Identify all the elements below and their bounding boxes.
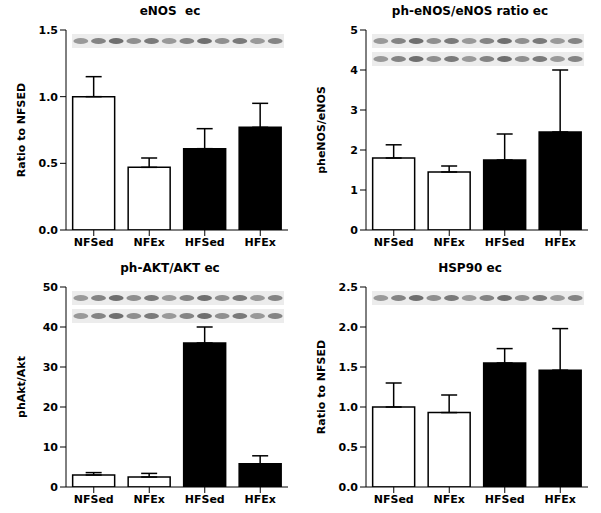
svg-text:NFEx: NFEx — [434, 492, 465, 505]
svg-text:10: 10 — [43, 440, 59, 453]
svg-text:phAkt/Akt: phAkt/Akt — [15, 356, 28, 418]
svg-text:pheNOS/eNOS: pheNOS/eNOS — [315, 86, 328, 174]
svg-text:*: * — [200, 306, 211, 330]
svg-text:HFSed: HFSed — [185, 236, 225, 249]
svg-text:HFEx: HFEx — [245, 236, 276, 249]
svg-text:HFEx: HFEx — [245, 492, 276, 505]
svg-text:4: 4 — [350, 64, 358, 77]
svg-text:NFSed: NFSed — [74, 492, 114, 505]
svg-text:0.5: 0.5 — [39, 157, 59, 170]
svg-text:0: 0 — [50, 480, 58, 493]
svg-text:20: 20 — [43, 400, 59, 413]
svg-text:NFEx: NFEx — [134, 492, 165, 505]
svg-text:0.5: 0.5 — [339, 440, 359, 453]
svg-text:2: 2 — [350, 144, 358, 157]
svg-text:5: 5 — [350, 24, 358, 37]
svg-text:NFEx: NFEx — [134, 236, 165, 249]
svg-text:NFSed: NFSed — [374, 492, 414, 505]
svg-text:HFSed: HFSed — [185, 492, 225, 505]
svg-text:HFSed: HFSed — [485, 236, 525, 249]
svg-text:0.0: 0.0 — [339, 480, 359, 493]
svg-text:1.0: 1.0 — [39, 91, 59, 104]
html-text:HSP90 ec: HSP90 ec — [438, 260, 502, 275]
svg-text:NFEx: NFEx — [434, 236, 465, 249]
svg-text:Ratio to NFSED: Ratio to NFSED — [15, 83, 28, 177]
svg-text:1.5: 1.5 — [39, 24, 59, 37]
svg-text:1.5: 1.5 — [339, 360, 359, 373]
svg-text:HFEx: HFEx — [545, 492, 576, 505]
svg-text:HFSed: HFSed — [485, 492, 525, 505]
svg-text:HFEx: HFEx — [545, 236, 576, 249]
svg-text:1: 1 — [350, 184, 358, 197]
svg-text:2.0: 2.0 — [339, 320, 359, 333]
svg-text:2.5: 2.5 — [339, 280, 359, 293]
svg-text:1.0: 1.0 — [339, 400, 359, 413]
svg-text:Ratio to NFSED: Ratio to NFSED — [315, 339, 328, 433]
svg-text:50: 50 — [43, 280, 59, 293]
html-text:ph-AKT/AKT ec: ph-AKT/AKT ec — [120, 260, 220, 275]
svg-text:30: 30 — [43, 360, 59, 373]
html-text:ph-eNOS/eNOS ratio ec: ph-eNOS/eNOS ratio ec — [391, 4, 549, 18]
svg-text:3: 3 — [350, 104, 358, 117]
html-text:eNOS ec: eNOS ec — [139, 4, 201, 18]
svg-text:40: 40 — [43, 320, 59, 333]
svg-text:NFSed: NFSed — [74, 236, 114, 249]
svg-text:0.0: 0.0 — [39, 224, 59, 237]
svg-text:NFSed: NFSed — [374, 236, 414, 249]
svg-text:0: 0 — [350, 224, 358, 237]
